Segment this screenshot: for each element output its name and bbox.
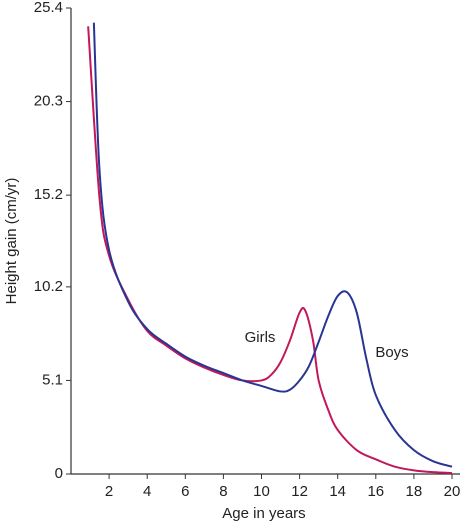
x-tick-label: 8 <box>219 483 227 500</box>
x-tick-label: 2 <box>105 483 113 500</box>
y-tick-label: 5.1 <box>42 371 63 388</box>
series-label: Girls <box>245 329 276 346</box>
y-tick-label: 20.3 <box>34 93 63 110</box>
y-tick-label: 15.2 <box>34 186 63 203</box>
y-tick-label: 0 <box>55 465 63 482</box>
series-line <box>87 26 453 475</box>
x-tick-label: 16 <box>367 483 384 500</box>
x-tick-label: 12 <box>291 483 308 500</box>
x-tick-label: 4 <box>143 483 151 500</box>
x-tick-label: 14 <box>329 483 346 500</box>
series-line <box>92 22 453 468</box>
x-axis-label: Age in years <box>222 505 305 522</box>
x-tick-label: 18 <box>406 483 423 500</box>
x-tick-label: 20 <box>444 483 461 500</box>
y-tick-label: 10.2 <box>34 278 63 295</box>
x-tick-label: 6 <box>181 483 189 500</box>
y-axis-label: Height gain (cm/yr) <box>3 178 20 305</box>
y-tick-label: 25.4 <box>34 0 63 16</box>
x-tick-label: 10 <box>253 483 270 500</box>
series-label: Boys <box>375 344 408 361</box>
